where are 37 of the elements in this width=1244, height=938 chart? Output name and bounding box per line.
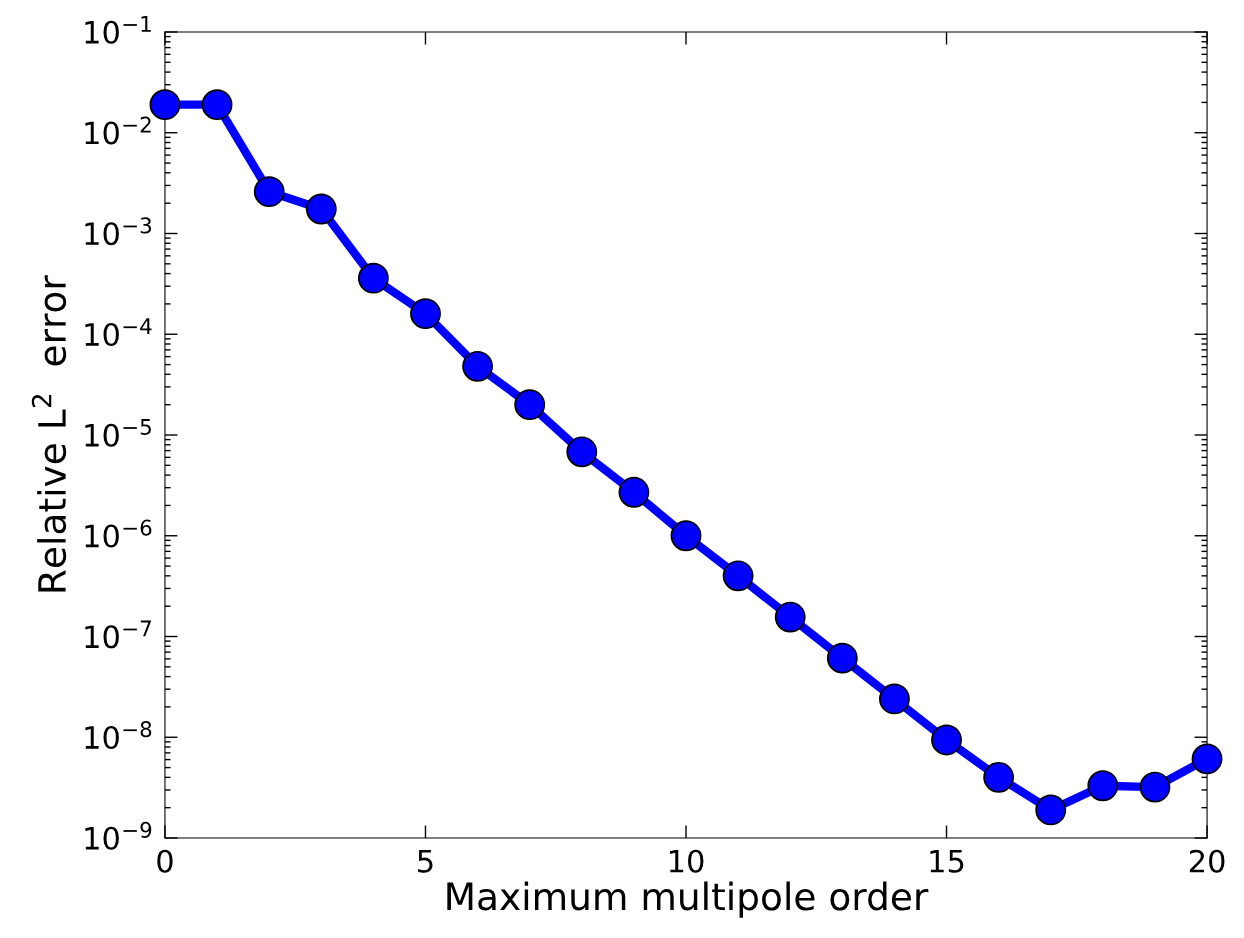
x-tick-label: 15 [930, 850, 964, 873]
point [670, 520, 702, 552]
y-tick-label: 10$^{−7}$ [85, 620, 151, 649]
y-tick-label: 10$^{−6}$ [85, 519, 152, 548]
point [462, 350, 494, 382]
point [514, 389, 546, 421]
point [1139, 771, 1171, 803]
x-tick-label: 20 [1189, 849, 1225, 873]
point [1035, 794, 1067, 826]
point [149, 89, 181, 121]
y-tick-label: 10$^{−3}$ [85, 217, 152, 246]
point [931, 724, 962, 756]
y-tick-label: 10$^{−9}$ [85, 821, 152, 850]
y-axis-title: Relative L$^{2}$ error [31, 275, 67, 592]
point [1087, 770, 1119, 802]
point [983, 761, 1015, 793]
point [201, 89, 233, 121]
y-tick-label: 10$^{−8}$ [85, 721, 152, 750]
y-tick-label: 10$^{−4}$ [85, 318, 152, 347]
x-tick-label: 0 [157, 849, 173, 873]
point [305, 193, 337, 225]
x-tick-label: 5 [418, 850, 433, 873]
y-tick-label: 10$^{−5}$ [85, 419, 151, 447]
x-axis-title: Maximum multipole order [447, 881, 929, 918]
y-tick-label: 10$^{−2}$ [85, 116, 151, 145]
point [774, 601, 806, 633]
point [879, 683, 910, 715]
point [566, 436, 598, 468]
point [722, 560, 754, 592]
y-tick-label: 10$^{−1}$ [85, 16, 151, 44]
point [253, 176, 285, 208]
point [1191, 743, 1223, 775]
point [410, 298, 441, 330]
point [826, 642, 858, 674]
x-tick-label: 10 [669, 849, 704, 873]
point [357, 262, 389, 294]
point [618, 476, 650, 508]
